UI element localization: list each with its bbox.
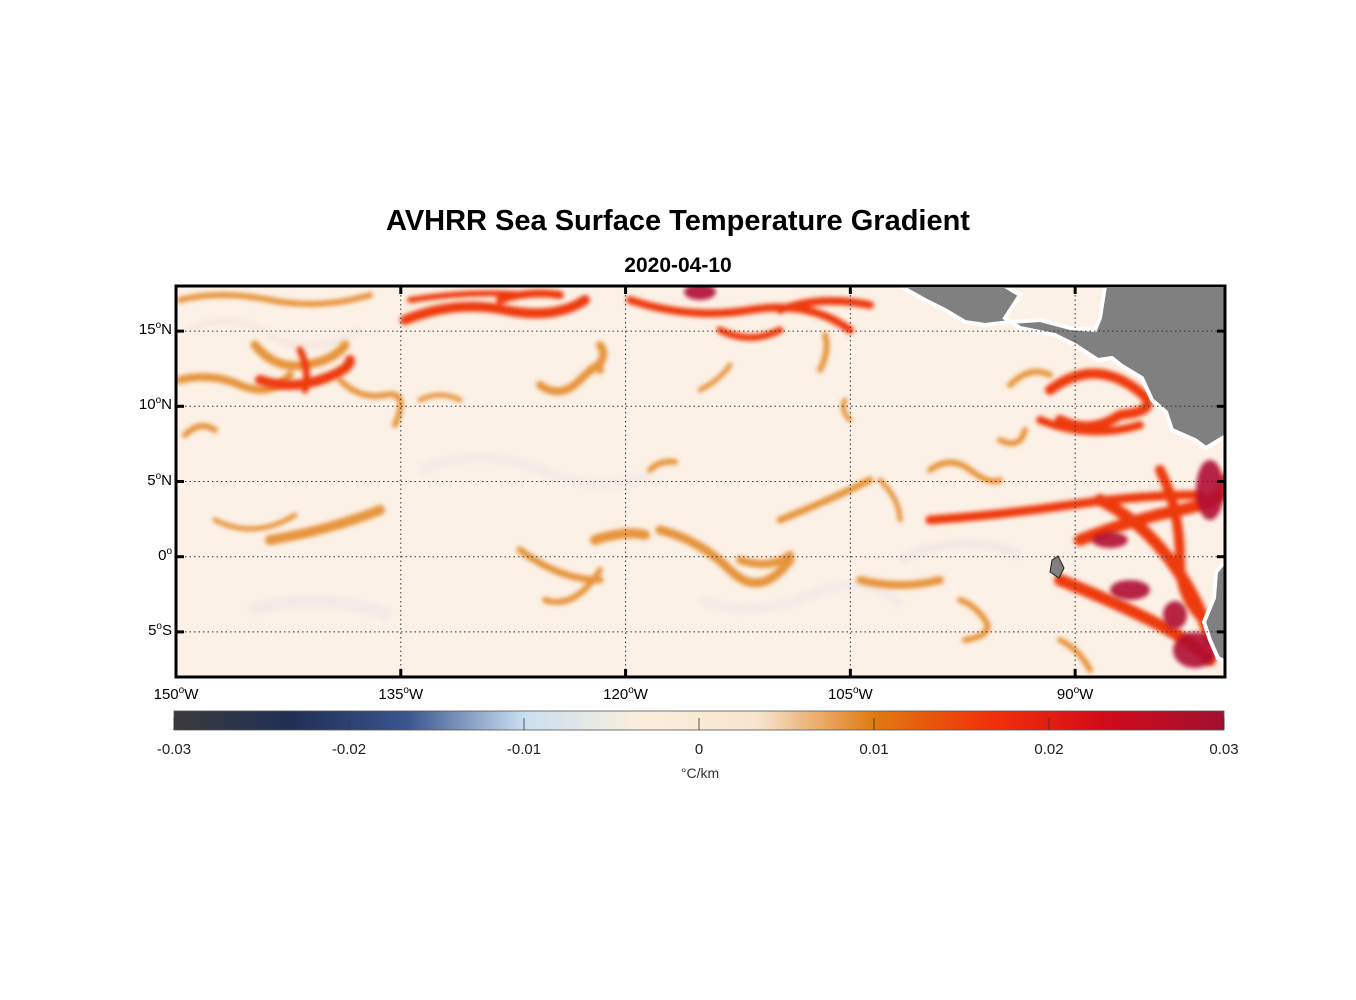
y-tick-label: 5oS	[148, 620, 172, 639]
colorbar-tick-label: -0.03	[156, 741, 192, 758]
y-tick-label: 0o	[158, 545, 172, 564]
colorbar-unit: °C/km	[680, 765, 720, 781]
land-galapagos	[1049, 555, 1065, 579]
x-tick-label: 90oW	[1056, 685, 1094, 703]
chart-subtitle: 2020-04-10	[624, 254, 732, 277]
x-tick-label: 150oW	[153, 685, 199, 703]
y-tick-label: 10oN	[138, 395, 172, 414]
chart-title: AVHRR Sea Surface Temperature Gradient	[386, 205, 970, 237]
land-central-america	[895, 286, 1225, 451]
colorbar-tick-label: 0.02	[1034, 741, 1064, 758]
colorbar-ticks	[173, 718, 1225, 730]
colorbar-tick-label: -0.02	[331, 741, 367, 758]
sst-fronts-moderate	[176, 292, 1093, 673]
sst-fronts-strong	[255, 289, 1225, 666]
gradient-texture	[188, 317, 1022, 621]
land-central-america-inner	[1105, 300, 1225, 424]
colorbar-tick-label: 0.03	[1209, 741, 1239, 758]
x-tick-label: 105oW	[827, 685, 873, 703]
y-tick-label: 5oN	[147, 470, 172, 489]
colorbar-tick-label: 0.01	[859, 741, 889, 758]
y-tick-label: 15oN	[138, 320, 172, 339]
x-tick-label: 120oW	[603, 685, 648, 703]
map-gridlines	[176, 286, 1225, 677]
colorbar-tick-label: 0	[694, 741, 704, 758]
colorbar-tick-label: -0.01	[506, 741, 542, 758]
x-tick-label: 135oW	[378, 685, 424, 703]
sst-fronts-intense	[684, 286, 1224, 668]
map-frame-ticks	[174, 285, 1226, 678]
